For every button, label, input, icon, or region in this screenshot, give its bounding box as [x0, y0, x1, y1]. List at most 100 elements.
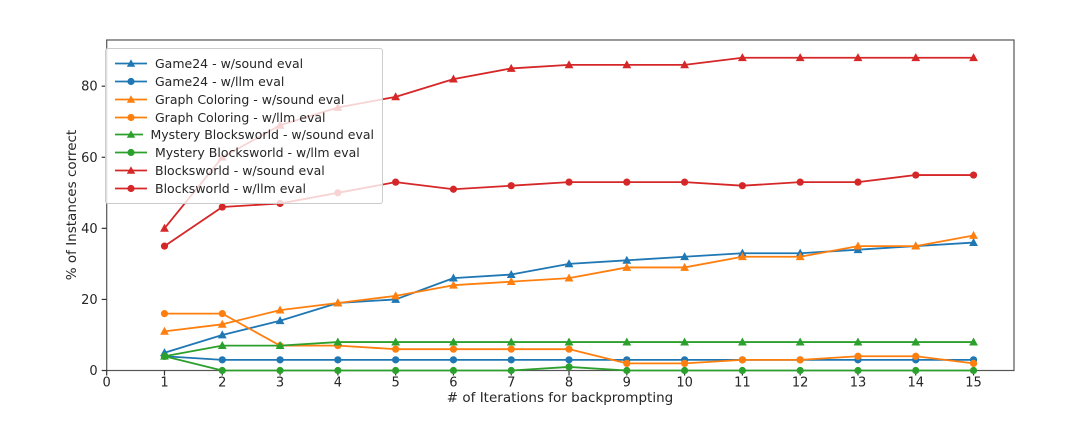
series-3-marker-circle — [507, 345, 515, 353]
series-5-marker-circle — [912, 366, 920, 375]
series-7-marker-circle — [912, 171, 920, 179]
y-tick-label: 0 — [89, 364, 97, 379]
series-4-marker-triangle — [737, 337, 747, 346]
y-tick-label: 80 — [81, 80, 98, 95]
series-4-marker-triangle — [449, 337, 458, 346]
series-1-marker-circle — [334, 356, 342, 364]
legend: Game24 - w/sound eval Game24 - w/llm eval… — [105, 48, 383, 204]
y-tick-label: 40 — [81, 222, 98, 237]
legend-triangle-sample-icon — [115, 95, 147, 103]
series-7-marker-circle — [854, 178, 862, 186]
x-axis-label: # of Iterations for backprompting — [446, 390, 674, 406]
legend-entry-5: Mystery Blocksworld - w/llm eval — [114, 144, 374, 161]
x-tick-label: 11 — [734, 376, 751, 391]
x-tick-label: 14 — [907, 376, 924, 391]
series-4-marker-triangle — [680, 337, 689, 346]
series-0-marker-triangle — [564, 259, 574, 268]
series-7-marker-circle — [738, 182, 746, 190]
series-6-marker-triangle — [160, 223, 169, 232]
series-0-marker-triangle — [969, 237, 978, 246]
series-5-marker-circle — [854, 366, 862, 375]
series-7-marker-circle — [507, 182, 515, 190]
series-4-marker-triangle — [506, 337, 516, 346]
x-tick-label: 6 — [449, 376, 457, 391]
x-tick-label: 0 — [103, 376, 111, 391]
series-1-marker-circle — [276, 356, 284, 364]
series-3-marker-circle — [969, 359, 978, 367]
series-4-marker-triangle — [622, 337, 632, 346]
series-3-marker-circle — [680, 359, 689, 367]
x-tick-label: 12 — [792, 376, 809, 391]
series-4-marker-triangle — [217, 341, 227, 350]
legend-label: Blocksworld - w/llm eval — [155, 180, 306, 196]
series-5-marker-circle — [449, 366, 458, 375]
plot-border — [106, 39, 1015, 372]
legend-entry-4: Mystery Blocksworld - w/sound eval — [114, 126, 374, 143]
legend-triangle-sample-icon — [115, 59, 147, 68]
series-4-marker-triangle — [795, 337, 805, 346]
series-2-marker-triangle — [911, 241, 921, 250]
series-3-marker-circle — [449, 345, 458, 353]
series-7-marker-circle — [969, 171, 978, 179]
series-line-0 — [164, 241, 974, 354]
x-tick-label: 5 — [392, 376, 400, 391]
series-7-marker-circle — [160, 242, 169, 250]
series-1-marker-circle — [507, 356, 515, 364]
series-3-marker-circle — [160, 310, 169, 318]
series-5-marker-circle — [796, 366, 804, 375]
y-tick-label: 20 — [81, 293, 98, 308]
series-2-marker-triangle — [622, 262, 632, 271]
series-2-marker-triangle — [217, 319, 227, 328]
legend-label: Graph Coloring - w/sound eval — [155, 91, 345, 107]
legend-entry-6: Blocksworld - w/sound eval — [114, 162, 374, 179]
series-5-marker-circle — [969, 366, 978, 375]
series-2-marker-triangle — [853, 241, 863, 250]
series-1-marker-circle — [565, 356, 573, 364]
series-6-marker-triangle — [737, 53, 747, 62]
series-4-marker-triangle — [564, 337, 574, 346]
series-0-marker-triangle — [680, 252, 689, 261]
series-1-marker-circle — [218, 356, 226, 364]
x-tick-label: 10 — [676, 376, 693, 391]
series-5-marker-circle — [218, 366, 226, 375]
legend-entry-1: Game24 - w/llm eval — [114, 73, 374, 90]
legend-label: Mystery Blocksworld - w/sound eval — [150, 127, 374, 143]
series-3-marker-circle — [565, 345, 573, 353]
x-tick-label: 9 — [623, 376, 631, 391]
series-7-marker-circle — [392, 178, 400, 186]
legend-label: Graph Coloring - w/llm eval — [155, 109, 326, 125]
legend-circle-sample-icon — [115, 149, 147, 157]
series-4-marker-triangle — [853, 337, 863, 346]
y-tick-label: 60 — [81, 151, 98, 166]
series-5-marker-circle — [160, 352, 169, 360]
series-4-marker-triangle — [275, 341, 285, 350]
series-2-marker-triangle — [737, 252, 747, 261]
series-5-marker-circle — [334, 366, 342, 375]
series-5-marker-circle — [623, 366, 631, 375]
legend-label: Game24 - w/llm eval — [155, 74, 285, 90]
series-6-marker-triangle — [449, 74, 458, 83]
series-7-marker-circle — [623, 178, 631, 186]
legend-circle-sample-icon — [115, 113, 147, 121]
series-0-marker-triangle — [449, 273, 458, 282]
x-tick-label: 8 — [565, 376, 573, 391]
series-6-marker-triangle — [622, 60, 632, 69]
series-2-marker-triangle — [795, 252, 805, 261]
series-0-marker-triangle — [506, 269, 516, 278]
series-6-marker-triangle — [795, 53, 805, 62]
legend-label: Game24 - w/sound eval — [155, 56, 304, 72]
series-4-marker-triangle — [911, 337, 921, 346]
series-7-marker-circle — [680, 178, 689, 186]
series-6-marker-triangle — [911, 53, 921, 62]
legend-circle-sample-icon — [115, 184, 147, 192]
x-tick-label: 15 — [965, 376, 982, 391]
series-7-marker-circle — [565, 178, 573, 186]
legend-triangle-sample-icon — [115, 130, 144, 139]
series-5-marker-circle — [565, 363, 573, 371]
series-7-marker-circle — [796, 178, 804, 186]
series-3-marker-circle — [912, 352, 920, 360]
legend-circle-sample-icon — [115, 78, 147, 86]
x-tick-label: 7 — [507, 376, 515, 391]
series-6-marker-triangle — [506, 63, 516, 72]
series-6-marker-triangle — [969, 53, 978, 62]
